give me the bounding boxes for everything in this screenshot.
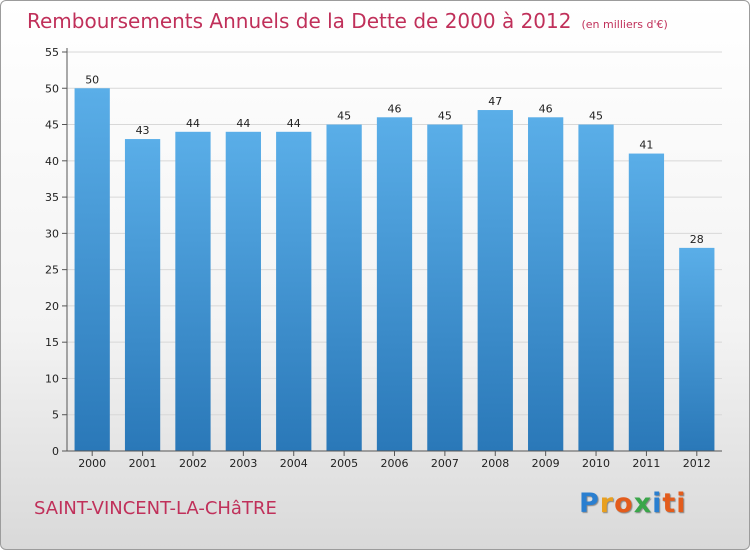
logo-letter: r xyxy=(599,488,615,519)
bar xyxy=(578,124,614,451)
x-tick-label: 2002 xyxy=(179,457,207,470)
y-tick-label: 30 xyxy=(45,227,59,240)
bar-value-label: 47 xyxy=(488,95,502,108)
bar xyxy=(175,131,211,452)
location-name: SAINT-VINCENT-LA-CHâTRE xyxy=(34,498,277,519)
bars xyxy=(74,88,715,452)
bar xyxy=(477,110,513,451)
bar-value-label: 28 xyxy=(690,233,704,246)
logo-letter: ti xyxy=(662,488,687,519)
bar xyxy=(124,139,161,451)
bar-value-label: 46 xyxy=(388,102,402,115)
bar-value-label: 44 xyxy=(236,117,250,130)
chart-title: Remboursements Annuels de la Dette de 20… xyxy=(27,9,668,33)
bar-value-label: 43 xyxy=(136,124,150,137)
bar-value-label: 44 xyxy=(186,117,200,130)
proxiti-logo: Proxiti xyxy=(579,488,687,519)
y-tick-label: 15 xyxy=(45,336,59,349)
labels: 0 5 10 15 20 25 30 35 40 45 50 55 50 2000 43 2001 44 2002… xyxy=(45,46,711,470)
chart-title-text: Remboursements Annuels de la Dette de 20… xyxy=(27,9,572,33)
logo-letter: o xyxy=(614,488,634,519)
bar xyxy=(276,131,312,452)
y-tick-label: 35 xyxy=(45,191,59,204)
x-tick-label: 2004 xyxy=(280,457,308,470)
x-tick-label: 2001 xyxy=(129,457,157,470)
y-tick-label: 0 xyxy=(52,445,59,458)
x-tick-label: 2009 xyxy=(532,457,560,470)
bar-value-label: 41 xyxy=(639,139,653,152)
bar-value-label: 45 xyxy=(337,110,351,123)
y-tick-label: 55 xyxy=(45,46,59,59)
x-tick-label: 2011 xyxy=(632,457,660,470)
x-tick-label: 2006 xyxy=(381,457,409,470)
chart-subtitle: (en milliers d'€) xyxy=(581,18,668,31)
axes xyxy=(62,48,722,456)
y-tick-label: 45 xyxy=(45,119,59,132)
bar xyxy=(679,247,715,451)
bar xyxy=(528,117,564,452)
x-tick-label: 2000 xyxy=(78,457,106,470)
x-tick-label: 2010 xyxy=(582,457,610,470)
x-tick-label: 2005 xyxy=(330,457,358,470)
bar xyxy=(326,124,362,451)
bar xyxy=(74,88,110,451)
bar-value-label: 45 xyxy=(438,110,452,123)
y-tick-label: 20 xyxy=(45,300,59,313)
bar xyxy=(427,124,463,451)
bar-value-label: 44 xyxy=(287,117,301,130)
bar xyxy=(225,131,261,452)
logo-letter: i xyxy=(652,488,663,519)
x-tick-label: 2008 xyxy=(481,457,509,470)
x-tick-label: 2007 xyxy=(431,457,459,470)
x-tick-label: 2003 xyxy=(229,457,257,470)
bar-value-label: 50 xyxy=(85,73,99,86)
bar xyxy=(376,117,413,452)
y-tick-label: 25 xyxy=(45,264,59,277)
bar-value-label: 46 xyxy=(539,102,553,115)
y-tick-label: 5 xyxy=(52,409,59,422)
bar xyxy=(628,153,665,451)
logo-letter: x xyxy=(633,488,653,519)
y-tick-label: 10 xyxy=(45,372,59,385)
y-tick-label: 50 xyxy=(45,82,59,95)
bar-value-label: 45 xyxy=(589,110,603,123)
logo-letter: P xyxy=(579,488,600,519)
y-tick-label: 40 xyxy=(45,155,59,168)
x-tick-label: 2012 xyxy=(683,457,711,470)
